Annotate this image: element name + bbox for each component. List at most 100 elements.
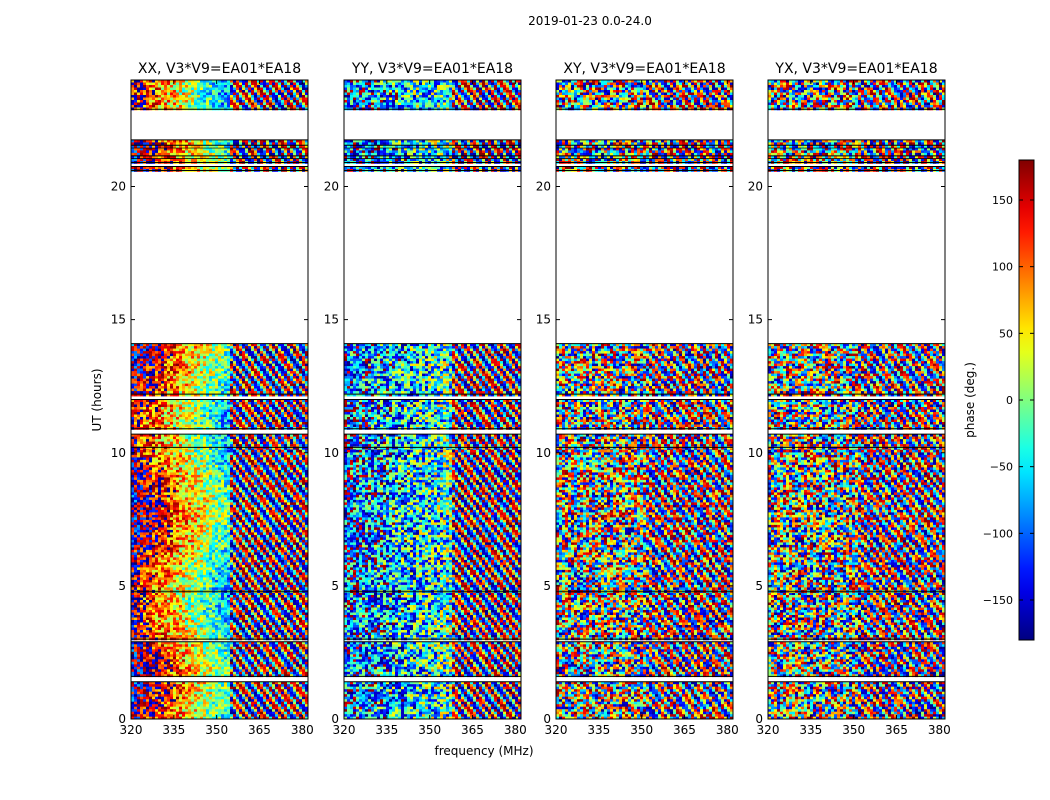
phase-cell <box>242 602 246 606</box>
phase-cell <box>248 681 252 685</box>
phase-cell <box>131 479 135 483</box>
phase-cell <box>179 612 183 616</box>
phase-cell <box>188 686 192 690</box>
phase-cell <box>185 632 189 636</box>
phase-cell <box>248 610 252 613</box>
phase-cell <box>182 499 186 503</box>
phase-cell <box>260 630 264 633</box>
phase-cell <box>293 610 297 613</box>
phase-cell <box>302 449 306 453</box>
phase-cell <box>152 477 156 481</box>
phase-cell <box>137 607 141 611</box>
phase-cell <box>173 699 177 702</box>
phase-cell <box>296 605 300 608</box>
phase-cell <box>248 617 252 621</box>
phase-cell <box>170 704 174 707</box>
phase-cell <box>188 656 192 660</box>
phase-cell <box>284 597 288 601</box>
phase-cell <box>299 597 303 601</box>
phase-cell <box>197 620 201 623</box>
phase-cell <box>194 620 198 623</box>
phase-cell <box>188 605 192 608</box>
phase-cell <box>203 514 207 518</box>
phase-cell <box>206 600 210 603</box>
phase-cell <box>179 649 183 653</box>
phase-cell <box>146 467 150 471</box>
phase-cell <box>233 659 237 663</box>
phase-cell <box>170 630 174 633</box>
phase-cell <box>215 696 219 700</box>
phase-cell <box>248 457 252 461</box>
phase-cell <box>203 454 207 458</box>
phase-cell <box>239 694 243 697</box>
phase-cell <box>236 474 240 478</box>
phase-cell <box>242 644 246 648</box>
phase-cell <box>224 701 228 705</box>
phase-cell <box>296 701 300 705</box>
phase-cell <box>272 462 276 466</box>
phase-cell <box>152 617 156 621</box>
phase-cell <box>266 527 270 531</box>
phase-cell <box>239 467 243 471</box>
phase-cell <box>173 696 177 700</box>
phase-cell <box>152 469 156 473</box>
phase-cell <box>188 474 192 478</box>
phase-cell <box>245 595 249 598</box>
phase-cell <box>182 671 186 675</box>
phase-cell <box>143 610 147 613</box>
phase-cell <box>137 704 141 707</box>
phase-cell <box>185 487 189 491</box>
phase-cell <box>245 482 249 486</box>
phase-cell <box>197 459 201 463</box>
phase-cell <box>143 595 147 598</box>
phase-cell <box>188 477 192 481</box>
phase-cell <box>296 654 300 658</box>
phase-cell <box>257 489 261 493</box>
phase-cell <box>137 464 141 468</box>
phase-cell <box>146 714 150 717</box>
phase-cell <box>143 502 147 506</box>
phase-cell <box>257 706 261 710</box>
phase-cell <box>140 512 144 516</box>
phase-cell <box>134 669 138 673</box>
phase-cell <box>176 714 180 717</box>
phase-cell <box>158 489 162 493</box>
phase-cell <box>227 709 231 712</box>
phase-cell <box>164 625 168 628</box>
phase-cell <box>185 661 189 665</box>
phase-cell <box>215 524 219 528</box>
phase-cell <box>272 644 276 648</box>
phase-cell <box>236 714 240 717</box>
phase-cell <box>206 462 210 466</box>
phase-cell <box>146 492 150 496</box>
phase-cell <box>269 709 273 712</box>
phase-cell <box>179 610 183 613</box>
phase-cell <box>173 615 177 618</box>
phase-cell <box>134 686 138 690</box>
phase-cell <box>191 610 195 613</box>
phase-cell <box>230 452 234 456</box>
phase-cell <box>287 524 291 528</box>
phase-cell <box>257 519 261 523</box>
phase-cell <box>215 706 219 710</box>
phase-cell <box>299 711 303 715</box>
phase-cell <box>152 605 156 608</box>
phase-cell <box>227 504 231 508</box>
phase-cell <box>293 651 297 655</box>
phase-cell <box>161 610 165 613</box>
phase-cell <box>239 691 243 695</box>
phase-cell <box>233 469 237 473</box>
phase-cell <box>149 509 153 513</box>
phase-cell <box>137 532 141 536</box>
phase-cell <box>209 684 213 687</box>
phase-cell <box>215 595 219 598</box>
phase-cell <box>167 674 171 678</box>
phase-cell <box>242 517 246 521</box>
phase-cell <box>161 494 165 498</box>
phase-cell <box>137 709 141 712</box>
phase-cell <box>206 537 210 541</box>
phase-cell <box>149 684 153 687</box>
phase-cell <box>131 625 135 628</box>
phase-cell <box>296 644 300 648</box>
phase-cell <box>197 454 201 458</box>
